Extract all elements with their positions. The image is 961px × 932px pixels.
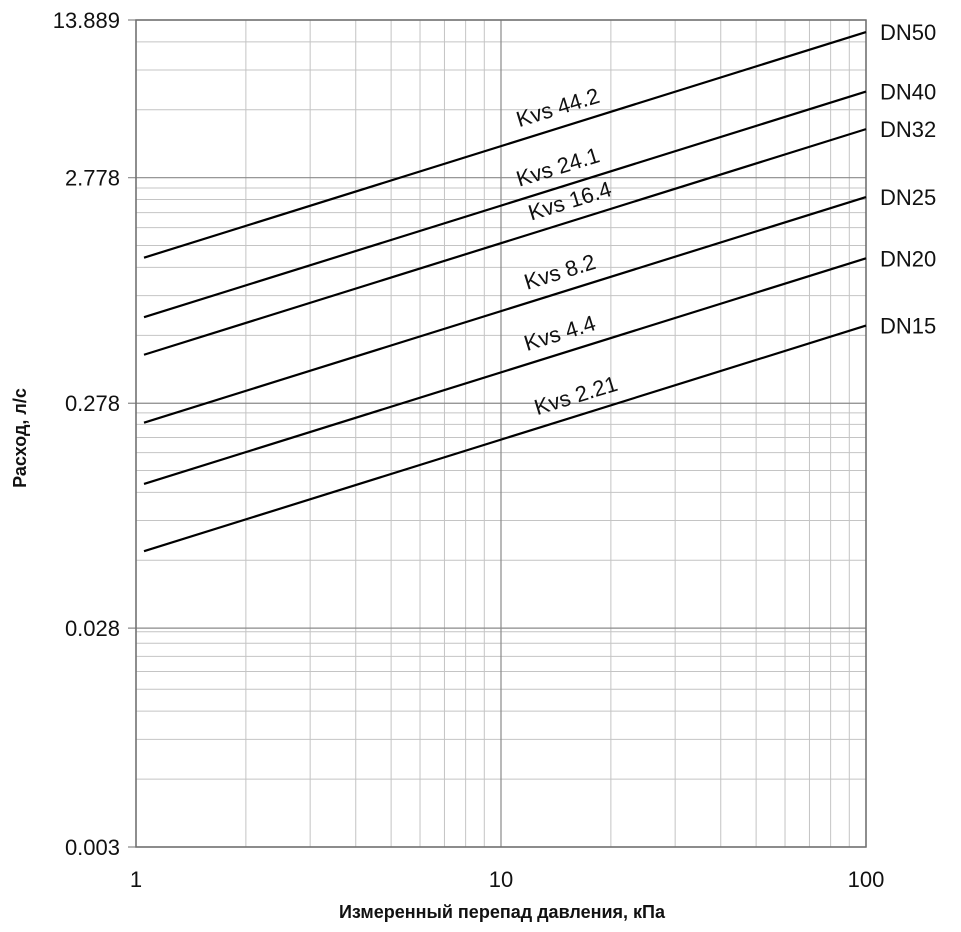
plot-border [135, 19, 867, 848]
series-line-dn20 [143, 257, 867, 485]
kvs-label-dn25: Kvs 8.2 [521, 249, 598, 295]
series-line-dn50 [143, 31, 867, 259]
y-tick-label: 0.003 [65, 835, 120, 860]
series-label-dn15: DN15 [880, 314, 936, 339]
grid-major [128, 19, 867, 848]
series-label-dn20: DN20 [880, 246, 936, 271]
y-tick-label: 13.889 [53, 8, 120, 33]
series-line-dn25 [143, 195, 867, 424]
x-tick-labels: 1 10 100 [130, 867, 884, 892]
series-label-dn32: DN32 [880, 117, 936, 142]
y-tick-label: 0.028 [65, 616, 120, 641]
x-axis-title: Измеренный перепад давления, кПа [339, 902, 666, 922]
series-label-dn50: DN50 [880, 20, 936, 45]
plot-frame [135, 19, 867, 848]
y-tick-label: 2.778 [65, 166, 120, 191]
series-lines [143, 31, 867, 553]
kvs-label-dn50: Kvs 44.2 [513, 83, 602, 132]
kvs-label-dn20: Kvs 4.4 [521, 310, 598, 356]
series-label-dn25: DN25 [880, 185, 936, 210]
series-label-dn40: DN40 [880, 80, 936, 105]
y-axis-title: Расход, л/с [10, 388, 30, 488]
series-line-dn15 [143, 324, 867, 553]
y-tick-label: 0.278 [65, 391, 120, 416]
series-labels: DN50 DN40 DN32 DN25 DN20 DN15 [880, 20, 936, 339]
series-line-dn32 [143, 128, 867, 356]
y-tick-labels: 0.003 0.028 0.278 2.778 13.889 [53, 8, 120, 860]
x-tick-label: 10 [489, 867, 513, 892]
series-line-dn40 [143, 90, 867, 319]
x-tick-label: 1 [130, 867, 142, 892]
x-tick-label: 100 [848, 867, 885, 892]
